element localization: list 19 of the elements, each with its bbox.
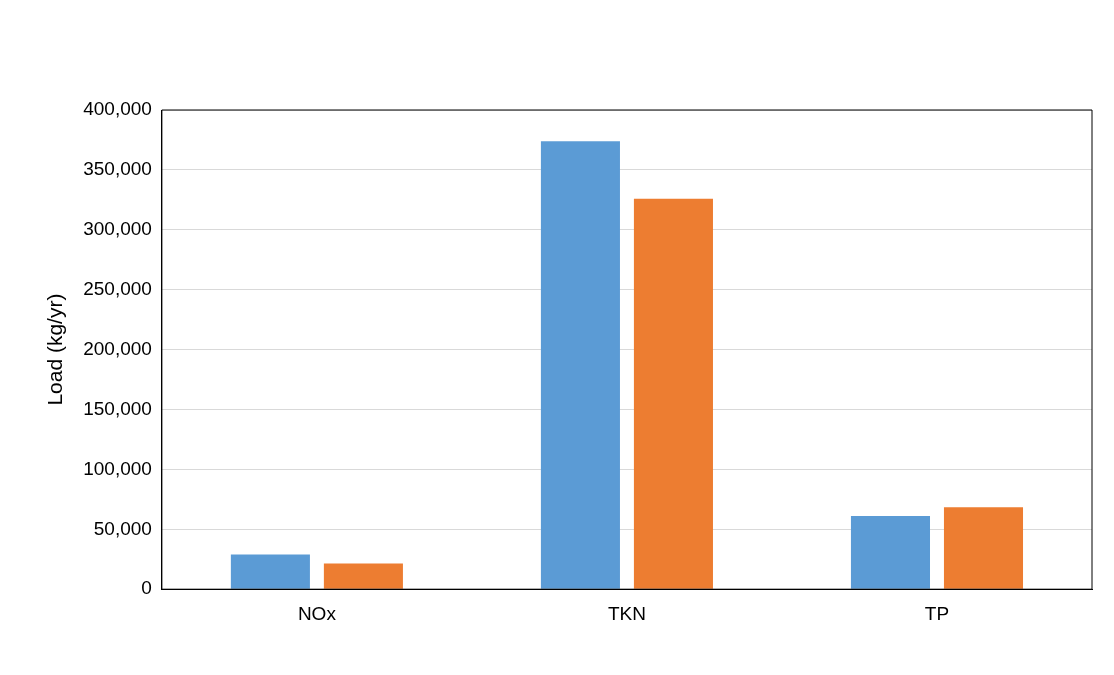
bar: [633, 198, 713, 589]
y-tick-label: 0: [141, 577, 152, 599]
bar: [323, 563, 403, 589]
y-tick-label: 350,000: [83, 158, 152, 180]
bar: [230, 554, 310, 589]
x-tick-label: TP: [924, 602, 950, 624]
bar: [943, 507, 1024, 589]
y-axis-title: Load (kg/yr): [43, 293, 67, 406]
x-tick-label: NOx: [297, 602, 337, 624]
y-tick-label: 300,000: [83, 218, 152, 240]
y-tick-label: 100,000: [83, 457, 152, 479]
bar: [850, 516, 930, 589]
y-tick-label: 150,000: [83, 397, 152, 419]
y-tick-label: 200,000: [83, 337, 152, 359]
y-tick-label: 250,000: [83, 277, 152, 299]
y-tick-label: 50,000: [93, 517, 152, 539]
x-tick-label: TKN: [607, 602, 646, 624]
bar: [540, 141, 620, 589]
y-tick-label: 400,000: [83, 98, 152, 120]
